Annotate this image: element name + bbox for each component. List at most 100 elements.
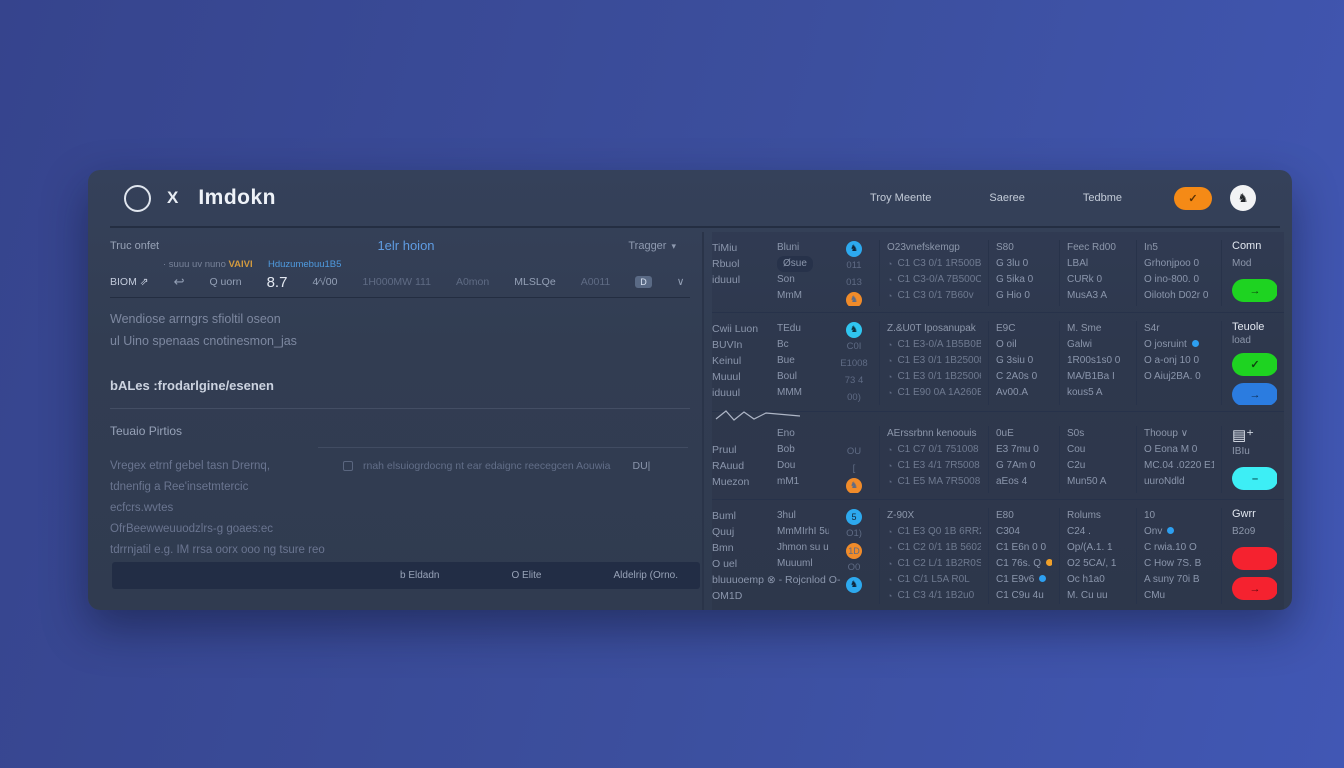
column-amounts: E80 C304 C1 E6n 0 0 C1 76s. Q C1 E9v6 C1 C9u… (988, 508, 1052, 604)
status-bar-item[interactable]: Aldelrip (Orno. (613, 570, 678, 581)
row-icon-slot: [ (836, 460, 872, 477)
left-panel: Truc onfet 1elr hoion Tragger ▾ · suuu uv… (110, 228, 702, 610)
row-label[interactable]: RAuud (712, 460, 745, 472)
row-icon: 00) (847, 392, 861, 403)
action-button[interactable]: → (1232, 383, 1277, 405)
action-button[interactable]: → (1232, 577, 1277, 600)
row-label[interactable]: Quuj (712, 526, 735, 538)
action-button[interactable]: – (1232, 467, 1277, 490)
action-button[interactable]: ✓ (1232, 353, 1277, 376)
row-label[interactable]: Buml (712, 510, 736, 522)
row-label[interactable]: Keinul (712, 355, 742, 367)
status-cell: Onv (1144, 524, 1214, 540)
column-status: Thooup ∨ O Eona M 0 MC.04 .0220 E1 uuroNdl… (1136, 426, 1214, 493)
mini-table-row (356, 332, 698, 349)
action-button[interactable]: → (1232, 279, 1277, 302)
code-cell: MA/B1Ba I (1067, 371, 1115, 382)
status-list: Grhonjpoo 0 O ino-800. 0 Oilotoh D02r 0 (1144, 256, 1214, 304)
mini-table-row (356, 315, 698, 332)
checkbox[interactable] (343, 461, 353, 471)
column-names: Pruul RAuud Muezon (712, 426, 770, 493)
action-buttons: → (1232, 272, 1277, 302)
toolbar-item[interactable]: ∨ (676, 276, 685, 288)
column-names: Cwii Luon BUVIn Keinul Muuul iduuul (712, 321, 770, 405)
toolbar-item[interactable]: MLSLQe (514, 276, 556, 288)
divider (110, 408, 690, 409)
timestamp-text: C1 E90 0A 1A260E (897, 387, 981, 398)
toolbar-item[interactable]: 4⁄√00 (312, 276, 338, 288)
toolbar-item[interactable]: D (635, 276, 652, 288)
arrow-icon: → (1249, 284, 1261, 297)
row-label[interactable] (712, 426, 770, 442)
amounts-header: E80 (996, 510, 1014, 521)
app-window: X Imdokn Troy Meente Saeree Tedbme ✓ ♞ Tru… (88, 170, 1292, 610)
row-icon: [ (852, 463, 856, 474)
column-timestamps: Z.&U0T Iposanupak ◔ C1 E3-0/A 1B5B0B ◔ C… (879, 321, 981, 405)
column-values: Eno Bob Dou mM1 (777, 426, 829, 493)
row-label[interactable]: bluuuoemp ⊗ - Rojcnlod O- (712, 574, 841, 586)
action-button[interactable] (1232, 547, 1277, 570)
body-paragraph: Vregex etrnf gebel tasn Drernq, tdnenfig … (110, 456, 355, 561)
code-cell: LBAl (1067, 258, 1089, 269)
table-row-group: TiMiu Rbuol iduuul Bluni Øsue Son MmM ♞ 011 013… (712, 232, 1284, 312)
timestamp-text: C1 C3-0/A 7B500C (897, 274, 981, 285)
nav-item[interactable]: Tedbme (1082, 192, 1122, 204)
row-label[interactable]: O uel (712, 558, 738, 570)
column-icons: ♞ C0I E1008 73 4 00) (836, 321, 872, 405)
arrow-icon: – (1251, 472, 1259, 485)
toolbar-item[interactable]: A0mon (455, 276, 490, 288)
code-cell: M. Cu uu (1067, 590, 1108, 601)
row-label[interactable]: Bmn (712, 542, 734, 554)
mini-table (356, 298, 698, 349)
timestamp: ◔ C1 C3 0/1 7B60v (887, 288, 981, 304)
column-timestamps: Z-90X ◔ C1 E3 Q0 1B 6RR2 ◔ C1 C2 0/1 1B … (879, 508, 981, 604)
row-label[interactable]: TiMiu (712, 242, 738, 254)
trigger-dropdown[interactable]: Tragger ▾ (628, 240, 676, 252)
clock-icon: ◔ (887, 559, 893, 569)
primary-action-button[interactable]: ✓ (1174, 186, 1212, 210)
row-icon: 013 (846, 277, 862, 288)
timestamp-text: C1 E3 Q0 1B 6RR2 (897, 526, 981, 537)
timestamp: ◔ C1 C/1 L5A R0L (887, 572, 981, 588)
toolbar-item[interactable]: ↩ (173, 274, 185, 289)
row-label[interactable]: OM1D (712, 590, 743, 602)
status-header: 10 (1144, 510, 1156, 521)
row-label[interactable]: Pruul (712, 444, 737, 456)
sub-link[interactable]: Hduzumebuu1B5 (268, 259, 342, 270)
row-icon-slot (836, 426, 872, 443)
row-icon: ♞ (846, 321, 862, 338)
center-link[interactable]: 1elr hoion (377, 238, 435, 253)
row-value: Eno (777, 428, 795, 439)
row-value: Bue (777, 355, 795, 366)
nav-item[interactable]: Saeree (989, 192, 1025, 204)
toolbar-item[interactable]: BIOM ⇗ (110, 276, 149, 288)
row-label[interactable]: Muezon (712, 476, 750, 488)
code-cell: Cou (1067, 444, 1086, 455)
code-cell: Galwi (1067, 339, 1093, 350)
toolbar-item[interactable]: 8.7 (266, 273, 288, 291)
row-label[interactable]: Muuul (712, 371, 741, 383)
clock-icon: ◔ (887, 445, 893, 455)
timestamps-list: ◔ C1 C3 0/1 1R500B ◔ C1 C3-0/A 7B500C ◔ … (887, 256, 981, 304)
clock-icon: ◔ (887, 527, 893, 537)
codes-header: M. Sme (1067, 323, 1102, 334)
row-label[interactable]: iduuul (712, 274, 741, 286)
nav-item[interactable]: Troy Meente (870, 192, 932, 204)
row-icon-slot: ♞ (836, 477, 872, 493)
row-label[interactable]: Rbuol (712, 258, 740, 270)
status-bar-item[interactable]: b Eldadn (400, 570, 440, 581)
timestamps-header: Z.&U0T Iposanupak (887, 323, 976, 334)
row-label[interactable]: iduuul (712, 387, 741, 399)
status-bar-item[interactable]: O Elite (511, 570, 542, 581)
row-label[interactable]: Cwii Luon (712, 323, 759, 335)
column-timestamps: AErssrbnn kenoouis ◔ C1 C7 0/1 751008 ◔ … (879, 426, 981, 493)
status-cell: O Aiuj2BA. 0 (1144, 371, 1201, 382)
column-codes: Rolums C24 . Op/(A.1. 1 O2 5CA/, 1 Oc h1a0 M… (1059, 508, 1129, 604)
toolbar-item[interactable]: A0011 (580, 276, 611, 288)
toolbar-item[interactable]: 1H000MW 111 (362, 276, 431, 288)
toolbar-item[interactable]: Q uorn (209, 276, 242, 288)
codes-list: C24 . Op/(A.1. 1 O2 5CA/, 1 Oc h1a0 M. Cu uu (1067, 524, 1129, 604)
row-label[interactable]: BUVIn (712, 339, 743, 351)
avatar-button[interactable]: ♞ (1230, 185, 1256, 211)
row-icon: 5 (846, 508, 862, 525)
